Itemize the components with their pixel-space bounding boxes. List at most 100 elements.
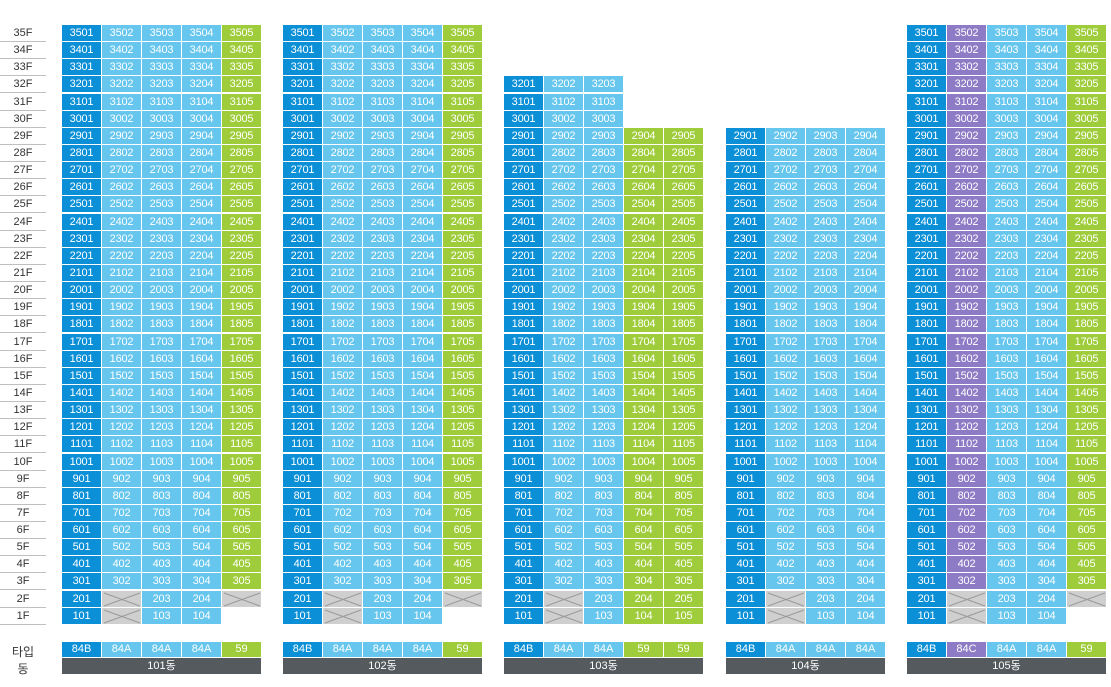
unit-cell: 403 <box>142 556 182 574</box>
unit-cell: 1301 <box>504 402 544 420</box>
unit-cell: 2402 <box>544 213 584 231</box>
unit-cell: 305 <box>664 573 704 591</box>
unit-cell: 201 <box>907 590 947 608</box>
unit-cell: 804 <box>1027 487 1067 505</box>
unit-cell: 2005 <box>1067 282 1107 300</box>
unit-cell: 3403 <box>987 42 1027 60</box>
unit-cell: 3402 <box>102 42 142 60</box>
unit-type-cell: 84A <box>766 642 806 657</box>
unit-cell: 902 <box>323 470 363 488</box>
unit-cell: 1604 <box>846 350 886 368</box>
unit-cell: 1401 <box>62 384 102 402</box>
unit-cell: 3303 <box>987 59 1027 77</box>
unit-cell: 2602 <box>766 179 806 197</box>
unit-cell: 1003 <box>806 453 846 471</box>
floor-label: 34F <box>0 42 46 60</box>
unit-cell: 1801 <box>907 316 947 334</box>
unit-cell: 1402 <box>947 384 987 402</box>
unit-cell: 3301 <box>283 59 323 77</box>
empty-unit-cell <box>102 590 142 608</box>
unit-cell: 2001 <box>907 282 947 300</box>
unit-cell: 1502 <box>323 367 363 385</box>
unit-cell: 3505 <box>1067 25 1107 42</box>
unit-cell: 303 <box>142 573 182 591</box>
unit-cell: 1102 <box>102 436 142 454</box>
unit-cell: 103 <box>363 607 403 625</box>
unit-cell: 2105 <box>222 264 262 282</box>
unit-type-cell: 84A <box>363 642 403 657</box>
unit-cell: 504 <box>624 539 664 557</box>
cross-icon <box>545 592 583 607</box>
unit-cell: 3204 <box>1027 76 1067 94</box>
floor-label: 23F <box>0 231 46 248</box>
unit-cell: 1005 <box>664 453 704 471</box>
unit-cell: 2802 <box>544 144 584 162</box>
unit-cell: 2705 <box>1067 162 1107 180</box>
unit-cell: 1601 <box>726 350 766 368</box>
unit-type-cell: 84B <box>283 642 323 657</box>
unit-cell: 1805 <box>664 316 704 334</box>
unit-cell: 1503 <box>987 367 1027 385</box>
floor-label: 13F <box>0 402 46 420</box>
unit-cell: 2402 <box>323 213 363 231</box>
unit-cell: 2701 <box>283 162 323 180</box>
unit-cell: 1904 <box>403 299 443 317</box>
unit-cell: 2602 <box>102 179 142 197</box>
unit-cell: 1501 <box>62 367 102 385</box>
unit-cell: 1004 <box>182 453 222 471</box>
unit-cell: 1505 <box>664 367 704 385</box>
unit-cell: 1302 <box>544 402 584 420</box>
unit-cell: 801 <box>283 487 323 505</box>
unit-cell: 701 <box>504 504 544 522</box>
unit-cell: 1401 <box>504 384 544 402</box>
empty-unit-cell <box>766 607 806 625</box>
unit-cell: 1103 <box>142 436 182 454</box>
unit-cell: 1201 <box>504 419 544 437</box>
unit-cell: 2105 <box>1067 264 1107 282</box>
unit-cell: 1101 <box>62 436 102 454</box>
floor-label: 8F <box>0 488 46 505</box>
unit-cell: 2203 <box>363 247 403 265</box>
unit-cell: 2405 <box>443 213 483 231</box>
unit-cell: 3104 <box>1027 93 1067 111</box>
unit-cell: 1401 <box>283 384 323 402</box>
unit-cell: 3304 <box>403 59 443 77</box>
unit-cell: 2005 <box>443 282 483 300</box>
unit-cell: 702 <box>766 504 806 522</box>
unit-cell: 904 <box>182 470 222 488</box>
unit-cell: 602 <box>544 522 584 540</box>
unit-cell: 1705 <box>222 333 262 351</box>
unit-cell: 1201 <box>907 419 947 437</box>
unit-type-cell: 84A <box>182 642 222 657</box>
unit-cell: 1505 <box>222 367 262 385</box>
cross-icon <box>444 592 482 607</box>
unit-cell: 101 <box>907 607 947 625</box>
unit-cell: 704 <box>846 504 886 522</box>
unit-cell: 1901 <box>907 299 947 317</box>
unit-cell: 1003 <box>142 453 182 471</box>
unit-cell: 2105 <box>443 264 483 282</box>
unit-cell: 3403 <box>363 42 403 60</box>
unit-cell: 1702 <box>766 333 806 351</box>
unit-cell: 405 <box>222 556 262 574</box>
unit-cell: 201 <box>283 590 323 608</box>
unit-cell: 2805 <box>664 144 704 162</box>
unit-cell: 101 <box>283 607 323 625</box>
unit-cell: 2805 <box>443 144 483 162</box>
unit-type-cell: 59 <box>664 642 704 657</box>
unit-cell: 802 <box>323 487 363 505</box>
unit-cell: 1901 <box>62 299 102 317</box>
unit-cell: 2303 <box>987 230 1027 248</box>
unit-cell: 2003 <box>806 282 846 300</box>
unit-cell: 3404 <box>403 42 443 60</box>
unit-cell: 1304 <box>624 402 664 420</box>
unit-cell: 2801 <box>726 144 766 162</box>
unit-cell: 2605 <box>1067 179 1107 197</box>
unit-cell: 1205 <box>222 419 262 437</box>
unit-cell: 303 <box>987 573 1027 591</box>
floor-label: 4F <box>0 556 46 574</box>
unit-cell: 504 <box>846 539 886 557</box>
unit-cell: 2405 <box>664 213 704 231</box>
unit-cell: 303 <box>584 573 624 591</box>
unit-cell: 2602 <box>544 179 584 197</box>
